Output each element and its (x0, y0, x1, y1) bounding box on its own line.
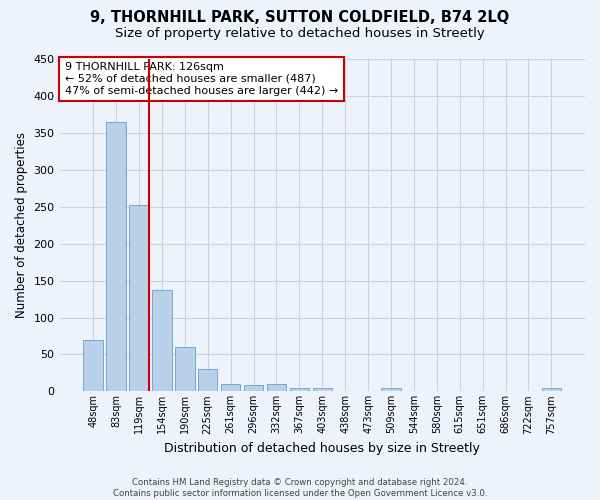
Text: 9, THORNHILL PARK, SUTTON COLDFIELD, B74 2LQ: 9, THORNHILL PARK, SUTTON COLDFIELD, B74… (91, 10, 509, 25)
Bar (542, 388, 561, 392)
Y-axis label: Number of detached properties: Number of detached properties (15, 132, 28, 318)
Bar (175, 347, 194, 392)
Bar (129, 206, 149, 392)
Bar (83, 340, 103, 392)
Bar (290, 388, 309, 392)
Bar (198, 369, 217, 392)
Bar (152, 290, 172, 392)
Bar (313, 388, 332, 392)
Bar (221, 384, 241, 392)
Bar (381, 388, 401, 392)
Text: Contains HM Land Registry data © Crown copyright and database right 2024.
Contai: Contains HM Land Registry data © Crown c… (113, 478, 487, 498)
Bar (244, 386, 263, 392)
Bar (106, 122, 126, 392)
Text: Size of property relative to detached houses in Streetly: Size of property relative to detached ho… (115, 28, 485, 40)
Text: 9 THORNHILL PARK: 126sqm
← 52% of detached houses are smaller (487)
47% of semi-: 9 THORNHILL PARK: 126sqm ← 52% of detach… (65, 62, 338, 96)
Bar (267, 384, 286, 392)
X-axis label: Distribution of detached houses by size in Streetly: Distribution of detached houses by size … (164, 442, 480, 455)
